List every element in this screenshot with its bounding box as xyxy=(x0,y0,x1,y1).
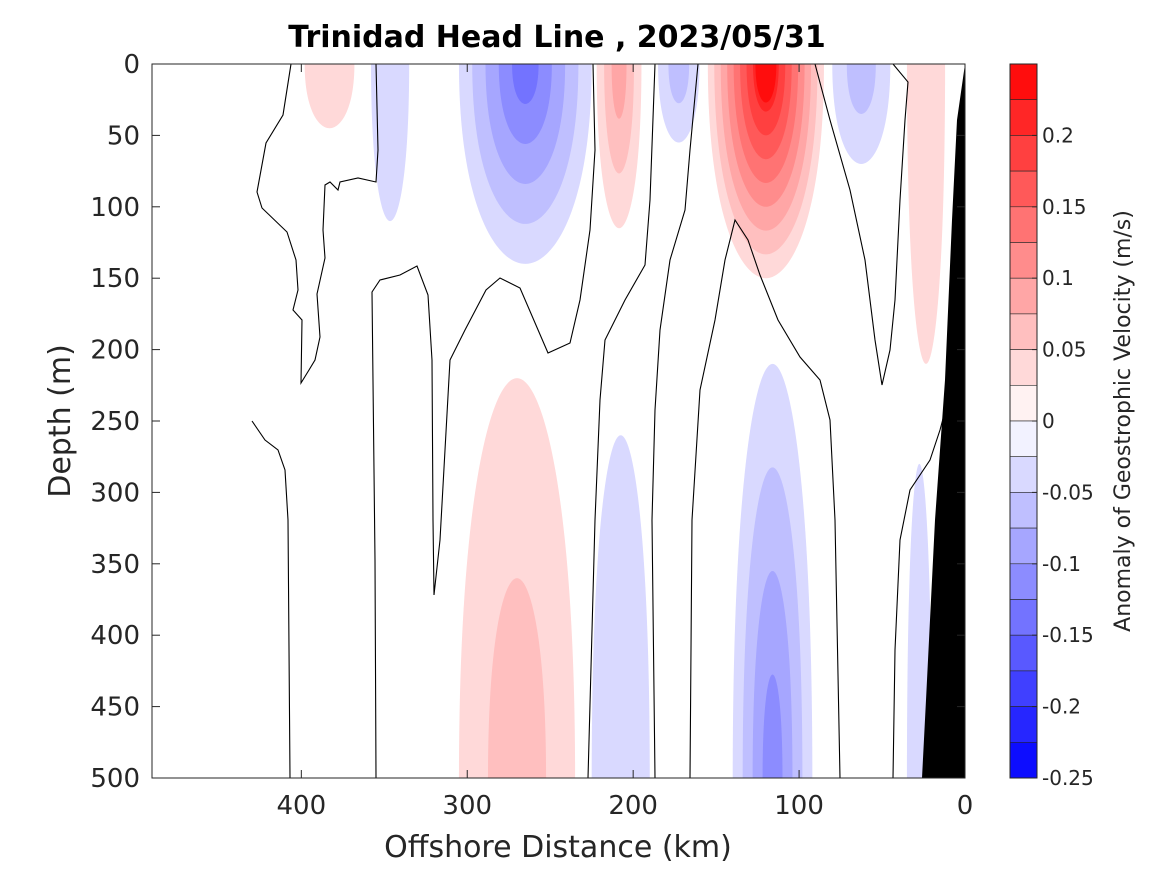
colorbar-segment xyxy=(1009,634,1038,672)
colorbar-segment xyxy=(1009,492,1038,529)
zero-contour-line xyxy=(689,218,841,778)
contour-fill-band xyxy=(906,463,932,778)
colorbar-segment xyxy=(1009,170,1038,208)
x-tick-label: 400 xyxy=(277,791,327,821)
zero-contour-line xyxy=(251,420,291,778)
y-tick-label: 0 xyxy=(123,50,140,80)
contour-fills xyxy=(304,64,946,778)
zero-contour-lines xyxy=(251,64,949,778)
colorbar-tick-label: -0.1 xyxy=(1042,552,1081,576)
contour-fill-band xyxy=(762,674,783,778)
y-axis: 0 50 100 150 200 250 300 350 400 450 500 xyxy=(90,50,965,794)
colorbar-segment xyxy=(1009,384,1038,422)
colorbar-label: Anomaly of Geostrophic Velocity (m/s) xyxy=(1111,210,1136,632)
contour-fill-band xyxy=(668,64,690,104)
zero-contour-line xyxy=(371,64,596,778)
x-tick-label: 0 xyxy=(957,791,974,821)
colorbar-segment xyxy=(1009,63,1038,101)
colorbar-segment xyxy=(1009,456,1038,493)
contour-fill-band xyxy=(846,64,876,114)
colorbar-segment xyxy=(1009,670,1038,707)
zero-contour-line xyxy=(587,64,656,778)
colorbar-tick-label: -0.05 xyxy=(1042,480,1094,504)
colorbar-segment xyxy=(1009,563,1038,600)
zero-contour-line xyxy=(651,64,699,778)
y-tick-label: 400 xyxy=(90,621,140,651)
colorbar-segment xyxy=(1009,527,1038,565)
colorbar-segment xyxy=(1009,349,1038,386)
y-tick-label: 150 xyxy=(90,264,140,294)
contour-fill-band xyxy=(487,578,547,778)
colorbar-tick-label: 0.15 xyxy=(1042,195,1087,219)
colorbar-tick-label: 0.1 xyxy=(1042,266,1074,290)
y-axis-label: Depth (m) xyxy=(43,344,78,498)
zero-contour-line xyxy=(892,399,949,778)
colorbar-segment xyxy=(1009,313,1038,350)
y-tick-label: 350 xyxy=(90,550,140,580)
contour-fill-band xyxy=(512,64,539,104)
colorbar-segment xyxy=(1009,706,1038,743)
colorbar-segment xyxy=(1009,741,1038,779)
colorbar-segment xyxy=(1009,277,1038,315)
x-axis-label: Offshore Distance (km) xyxy=(384,830,732,865)
x-axis: 400 300 200 100 0 xyxy=(277,64,974,821)
colorbar-tick-label: -0.15 xyxy=(1042,623,1094,647)
colorbar-tick-label: 0.05 xyxy=(1042,338,1087,362)
y-tick-label: 500 xyxy=(90,764,140,794)
colorbar-segment xyxy=(1009,242,1038,279)
colorbar-tick-label: -0.25 xyxy=(1042,766,1094,790)
colorbar-tick-label: 0 xyxy=(1042,409,1055,433)
colorbar-segment xyxy=(1009,206,1038,243)
contour-fill-band xyxy=(611,64,627,119)
chart-title: Trinidad Head Line , 2023/05/31 xyxy=(288,20,825,55)
y-tick-label: 200 xyxy=(90,336,140,366)
x-tick-label: 200 xyxy=(608,791,658,821)
zero-contour-line xyxy=(814,64,909,386)
y-tick-label: 450 xyxy=(90,693,140,723)
bathymetry-seafloor xyxy=(922,64,965,778)
contour-fill-band xyxy=(755,64,777,103)
contour-fill-band xyxy=(371,64,410,222)
colorbar-segment xyxy=(1009,135,1038,172)
y-tick-label: 250 xyxy=(90,407,140,437)
y-tick-label: 300 xyxy=(90,478,140,508)
colorbar-tick-label: -0.2 xyxy=(1042,695,1081,719)
y-tick-label: 50 xyxy=(107,121,140,151)
colorbar-segment xyxy=(1009,420,1038,458)
contour-fill-band xyxy=(304,64,355,129)
contour-fill-band xyxy=(906,64,946,364)
colorbar: 0.2 0.15 0.1 0.05 0 -0.05 -0.1 -0.15 -0.2 -0.25 xyxy=(1009,63,1094,790)
contour-fill-band xyxy=(591,435,650,778)
colorbar-segment xyxy=(1009,99,1038,136)
x-tick-label: 300 xyxy=(442,791,492,821)
y-tick-label: 100 xyxy=(90,193,140,223)
x-tick-label: 100 xyxy=(774,791,824,821)
colorbar-tick-label: 0.2 xyxy=(1042,123,1074,147)
zero-contour-line xyxy=(256,64,379,385)
colorbar-segment xyxy=(1009,599,1038,636)
